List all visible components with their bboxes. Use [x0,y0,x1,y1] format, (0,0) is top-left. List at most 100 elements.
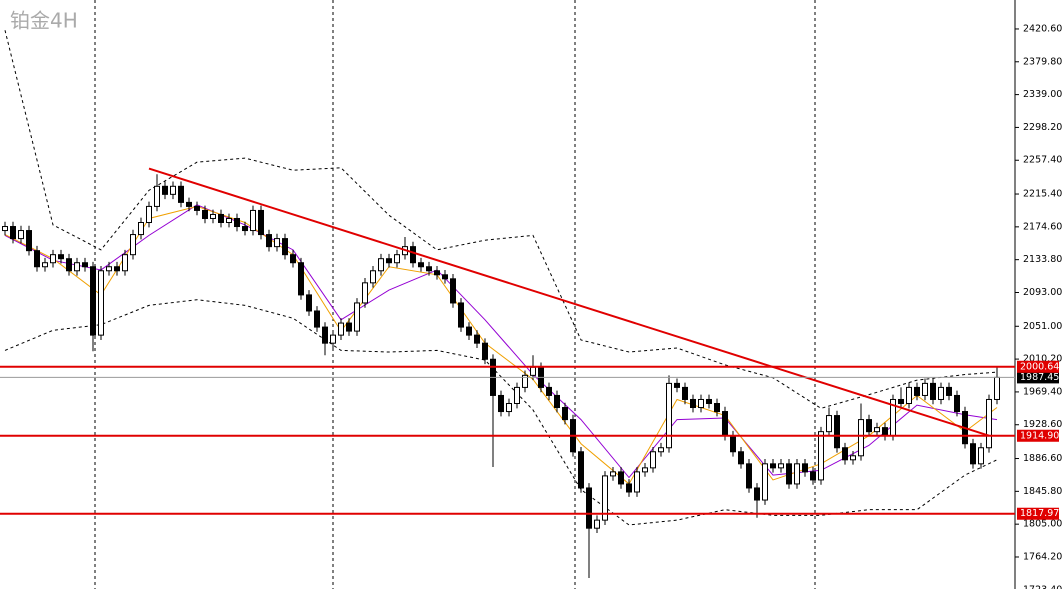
candle-body [986,398,992,449]
y-tick-label: 1723.40 [1023,584,1062,589]
candle-body [762,463,768,501]
candle-body [434,270,440,276]
candle-body [954,394,960,413]
y-tick-label: 2339.00 [1023,89,1062,100]
candle-body [450,278,456,304]
candle-body [146,205,152,224]
candle-body [578,451,584,489]
candle-body [698,398,704,409]
candle-body [50,254,56,264]
candle-body [26,230,32,252]
candle-body [506,402,512,413]
candle-body [442,274,448,280]
candle-body [226,217,232,224]
candle-body [18,230,24,240]
candle-body [290,254,296,264]
candle-body [554,394,560,409]
candle-body [906,386,912,404]
candle-body [66,258,72,272]
candle-body [826,415,832,433]
candle-body [522,374,528,388]
candle-body [882,427,888,437]
candle-body [690,398,696,409]
candle-body [242,226,248,232]
candle-body [58,254,64,260]
candle-body [626,483,632,493]
candle-body [482,342,488,360]
candle-body [818,431,824,481]
candle-body [874,427,880,433]
candle-body [258,209,264,236]
candle-body [530,366,536,376]
y-tick-label: 2257.40 [1023,155,1062,166]
y-tick-label: 2010.20 [1023,354,1062,365]
candle-body [370,270,376,284]
price-tag-label: 1914.90 [1020,430,1059,441]
candle-body [514,386,520,404]
candle-body [82,262,88,268]
y-tick-label: 1886.60 [1023,453,1062,464]
chart-title: 铂金4H [10,9,78,33]
y-tick-label: 1969.40 [1023,386,1062,397]
price-tag [1017,429,1059,442]
candle-body [386,258,392,264]
trend-line [148,167,990,437]
price-tag-label: 1987.45 [1020,372,1059,383]
candle-body [738,451,744,465]
candle-body [618,471,624,485]
candle-body [994,376,1000,400]
candle-body [346,322,352,332]
candle-body [666,382,672,449]
candle-body [194,205,200,211]
candle-body [186,201,192,207]
candle-body [610,471,616,477]
candle-body [866,419,872,433]
candle-body [786,463,792,485]
candle-body [218,213,224,224]
candle-body [266,234,272,248]
candle-body [338,322,344,336]
candle-body [114,266,120,272]
candle-body [466,326,472,336]
candle-body [362,282,368,304]
y-tick-label: 2174.60 [1023,221,1062,232]
candle-body [210,213,216,219]
candle-body [306,294,312,312]
y-tick-label: 2420.60 [1023,23,1062,34]
candle-body [154,185,160,207]
y-tick-label: 1845.80 [1023,486,1062,497]
price-tag [1017,371,1059,384]
price-tag [1017,507,1059,520]
candle-body [850,455,856,461]
candle-body [90,266,96,336]
candle-body [802,463,808,473]
indicator-line [4,30,998,409]
y-tick-label: 1805.00 [1023,519,1062,530]
candle-body [810,471,816,481]
candle-body [794,463,800,485]
candle-body [418,262,424,268]
candle-body [2,226,8,232]
y-tick-label: 2051.00 [1023,321,1062,332]
candle-body [298,262,304,296]
candle-body [858,419,864,457]
candle-body [474,334,480,344]
candle-body [730,435,736,453]
candle-body [898,398,904,404]
y-tick-label: 2379.80 [1023,56,1062,67]
y-tick-label: 2215.40 [1023,189,1062,200]
y-tick-label: 1764.20 [1023,551,1062,562]
candle-body [322,326,328,344]
candle-body [394,254,400,264]
candle-body [42,262,48,268]
candle-body [650,451,656,469]
candle-body [922,382,928,396]
candle-body [122,254,128,272]
candle-body [834,415,840,449]
candle-body [978,447,984,465]
candle-body [10,226,16,240]
y-tick-label: 2298.20 [1023,122,1062,133]
candle-body [714,402,720,413]
y-tick-label: 2133.80 [1023,254,1062,265]
